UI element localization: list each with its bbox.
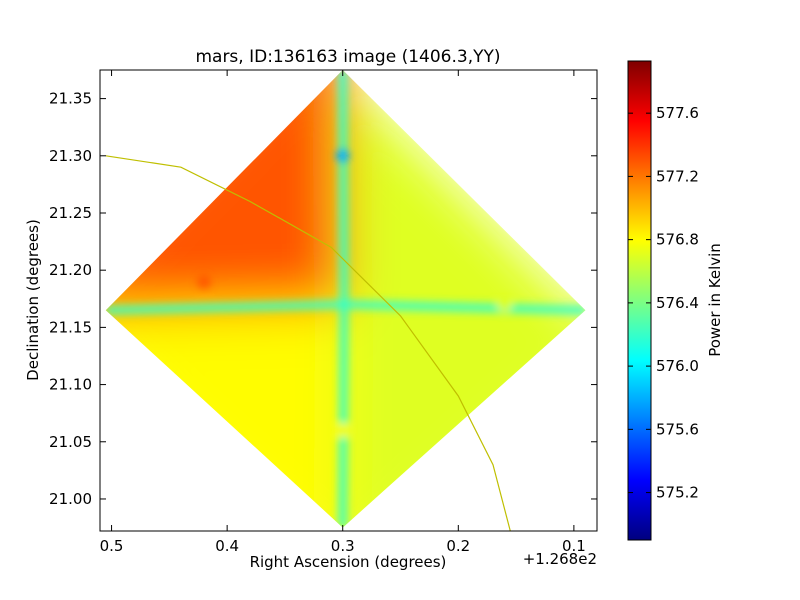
- heatmap-image: [105, 70, 586, 531]
- plot-frame: [99, 69, 598, 532]
- y-tick-label: 21.25: [49, 204, 92, 222]
- colorbar-tick-label: 576.0: [656, 357, 699, 375]
- x-axis-label: Right Ascension (degrees): [250, 553, 447, 571]
- colorbar-tick-label: 576.8: [656, 231, 699, 249]
- y-tick-label: 21.30: [49, 147, 92, 165]
- colorbar-tick-label: 575.2: [656, 484, 699, 502]
- x-tick-label: 0.4: [215, 537, 239, 555]
- colorbar-axis: 575.2 575.6 576.0 576.4 576.8 577.2 577.6: [628, 104, 699, 502]
- arc-line: [105, 155, 511, 531]
- x-offset-label: +1.268e2: [523, 550, 597, 568]
- colorbar-label: Power in Kelvin: [706, 243, 724, 357]
- colorbar: [627, 60, 652, 541]
- colorbar-tick-label: 575.6: [656, 420, 699, 438]
- y-tick-label: 21.10: [49, 376, 92, 394]
- y-axis-label: Declination (degrees): [24, 219, 42, 381]
- x-axis: 0.5 0.4 0.3 0.2 0.1: [100, 70, 586, 555]
- colorbar-tick-label: 576.4: [656, 294, 699, 312]
- y-tick-label: 21.35: [49, 90, 92, 108]
- chart-title: mars, ID:136163 image (1406.3,YY): [195, 47, 500, 67]
- y-tick-label: 21.20: [49, 261, 92, 279]
- y-axis: 21.00 21.05 21.10 21.15 21.20 21.25 21.30 21.35: [49, 90, 597, 508]
- x-tick-label: 0.2: [446, 537, 470, 555]
- x-tick-label: 0.1: [562, 537, 586, 555]
- heatmap-region-east-quadrant: [342, 304, 586, 528]
- y-tick-label: 21.00: [49, 490, 92, 508]
- y-tick-label: 21.15: [49, 318, 92, 336]
- colorbar-tick-label: 577.6: [656, 104, 699, 122]
- colorbar-tick-label: 577.2: [656, 167, 699, 185]
- y-tick-label: 21.05: [49, 433, 92, 451]
- x-tick-label: 0.3: [331, 537, 355, 555]
- x-tick-label: 0.5: [100, 537, 124, 555]
